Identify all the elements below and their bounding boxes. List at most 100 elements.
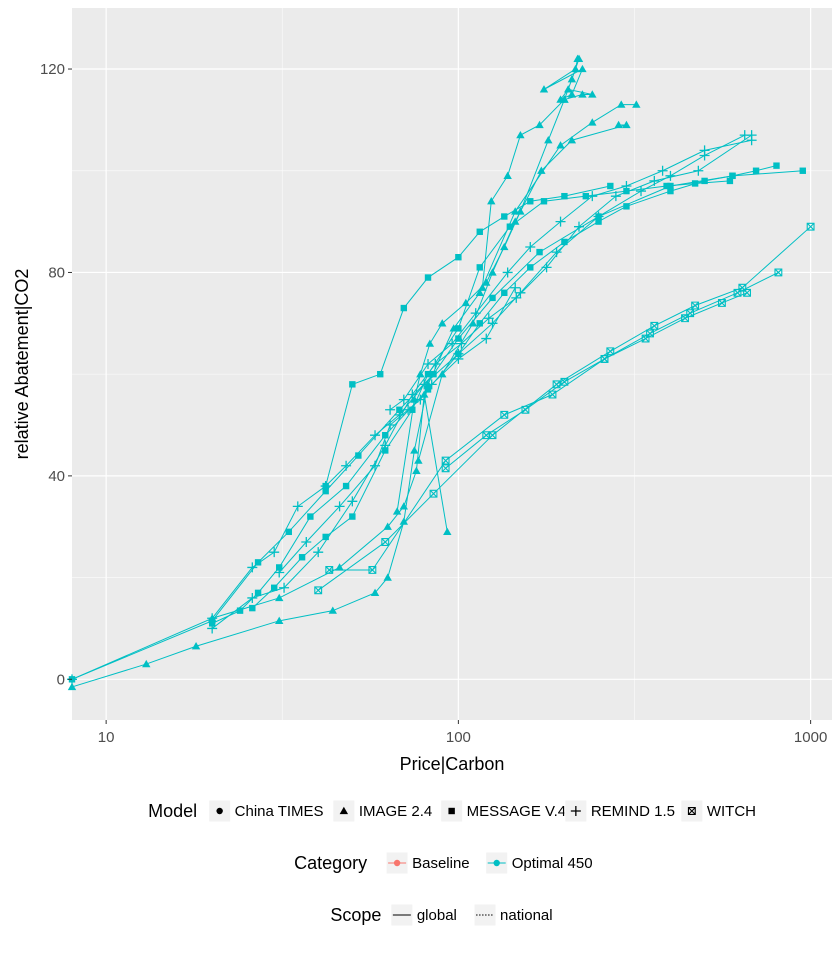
- legend-label: China TIMES: [235, 803, 324, 820]
- data-point-square: [489, 294, 496, 302]
- data-point-square: [298, 554, 306, 561]
- data-point-plus: [423, 359, 434, 369]
- data-point-square: [540, 198, 548, 205]
- x-tick-label: 10: [98, 729, 115, 746]
- data-point-triangle: [399, 517, 409, 525]
- y-tick-label: 40: [48, 468, 65, 485]
- data-point-square: [349, 381, 356, 388]
- legend-point: [493, 859, 500, 867]
- legend-symbol: [448, 807, 455, 815]
- data-point-triangle: [516, 207, 525, 215]
- data-point-square: [701, 177, 708, 185]
- data-point-triangle: [632, 100, 641, 108]
- data-point-triangle: [416, 369, 425, 378]
- data-point-square: [752, 167, 760, 174]
- data-point-boxed-x: [806, 222, 815, 231]
- legend-label: Optimal 450: [512, 855, 593, 872]
- data-point-square: [663, 182, 670, 190]
- data-point-plus: [380, 440, 391, 451]
- data-point-boxed-x: [314, 586, 323, 595]
- data-point-triangle: [275, 593, 284, 602]
- y-tick-label: 80: [48, 264, 65, 281]
- data-point-square: [342, 482, 350, 490]
- data-point-plus: [426, 379, 437, 390]
- data-point-triangle: [443, 527, 452, 535]
- data-point-triangle: [142, 659, 151, 668]
- data-point-triangle: [563, 85, 573, 93]
- data-point-square: [691, 180, 699, 187]
- data-point-triangle: [482, 278, 491, 286]
- x-tick-label: 1000: [794, 729, 827, 746]
- data-point-square: [501, 213, 508, 220]
- data-point-boxed-x: [560, 377, 569, 386]
- data-point-square: [430, 370, 437, 378]
- data-point-square: [424, 274, 432, 281]
- data-point-square: [623, 187, 630, 195]
- data-point-triangle: [67, 682, 77, 691]
- data-point-plus: [347, 496, 358, 507]
- legend-symbol: [339, 806, 349, 815]
- data-point-square: [424, 386, 432, 393]
- data-point-triangle: [468, 319, 478, 327]
- data-point-triangle: [588, 118, 597, 126]
- data-point-triangle: [544, 136, 553, 144]
- series-line: [329, 272, 779, 571]
- data-point-boxed-x: [521, 405, 530, 414]
- data-point-plus: [525, 242, 536, 253]
- data-point-square: [667, 182, 674, 190]
- data-point-triangle: [617, 100, 626, 108]
- legend-label: national: [500, 907, 553, 924]
- data-point-square: [623, 203, 630, 210]
- data-point-plus: [511, 292, 522, 303]
- data-point-square: [536, 248, 543, 256]
- data-point-plus: [502, 267, 513, 278]
- data-point-triangle: [622, 120, 631, 129]
- data-point-boxed-x: [717, 299, 726, 307]
- data-point-square: [773, 162, 780, 169]
- data-point-square: [377, 370, 384, 378]
- data-point-plus: [320, 481, 331, 492]
- grid-minor: [72, 8, 832, 720]
- series-line: [212, 394, 448, 619]
- data-point-plus: [573, 221, 584, 232]
- x-tick-label: 100: [446, 729, 471, 746]
- data-point-square: [455, 254, 462, 261]
- data-point-square: [254, 589, 262, 597]
- data-point-plus: [481, 333, 492, 344]
- data-point-square: [726, 177, 734, 185]
- data-point-plus: [334, 501, 345, 512]
- data-point-square: [607, 182, 614, 190]
- legend-symbol: [570, 806, 581, 816]
- data-point-plus: [247, 592, 258, 603]
- legend-title: Category: [294, 853, 367, 873]
- data-point-triangle: [503, 171, 512, 179]
- data-point-square: [527, 198, 534, 205]
- data-point-plus: [665, 170, 676, 181]
- data-point-triangle: [410, 395, 419, 403]
- data-point-triangle: [335, 563, 344, 571]
- data-point-triangle: [370, 588, 380, 597]
- legend-symbol: [216, 807, 223, 815]
- legend-point: [393, 859, 401, 867]
- data-point-boxed-x: [733, 288, 742, 297]
- data-point-square: [270, 584, 278, 591]
- data-point-triangle: [438, 369, 447, 378]
- data-point-square: [729, 172, 736, 180]
- data-point-plus: [247, 562, 258, 573]
- grid-major: [72, 8, 832, 720]
- data-point-plus: [487, 318, 498, 329]
- data-point-boxed-x: [381, 538, 390, 546]
- data-point-square: [396, 406, 403, 413]
- data-point-triangle: [328, 606, 337, 614]
- data-point-square: [799, 167, 806, 174]
- data-point-plus: [292, 501, 303, 512]
- data-point-plus: [370, 430, 381, 441]
- data-point-square: [307, 513, 314, 520]
- data-point-boxed-x: [681, 314, 689, 323]
- data-point-square: [355, 452, 362, 459]
- legend-label: global: [417, 907, 457, 924]
- data-point-triangle: [578, 64, 587, 73]
- data-point-plus: [274, 567, 285, 578]
- data-point-square: [208, 620, 216, 627]
